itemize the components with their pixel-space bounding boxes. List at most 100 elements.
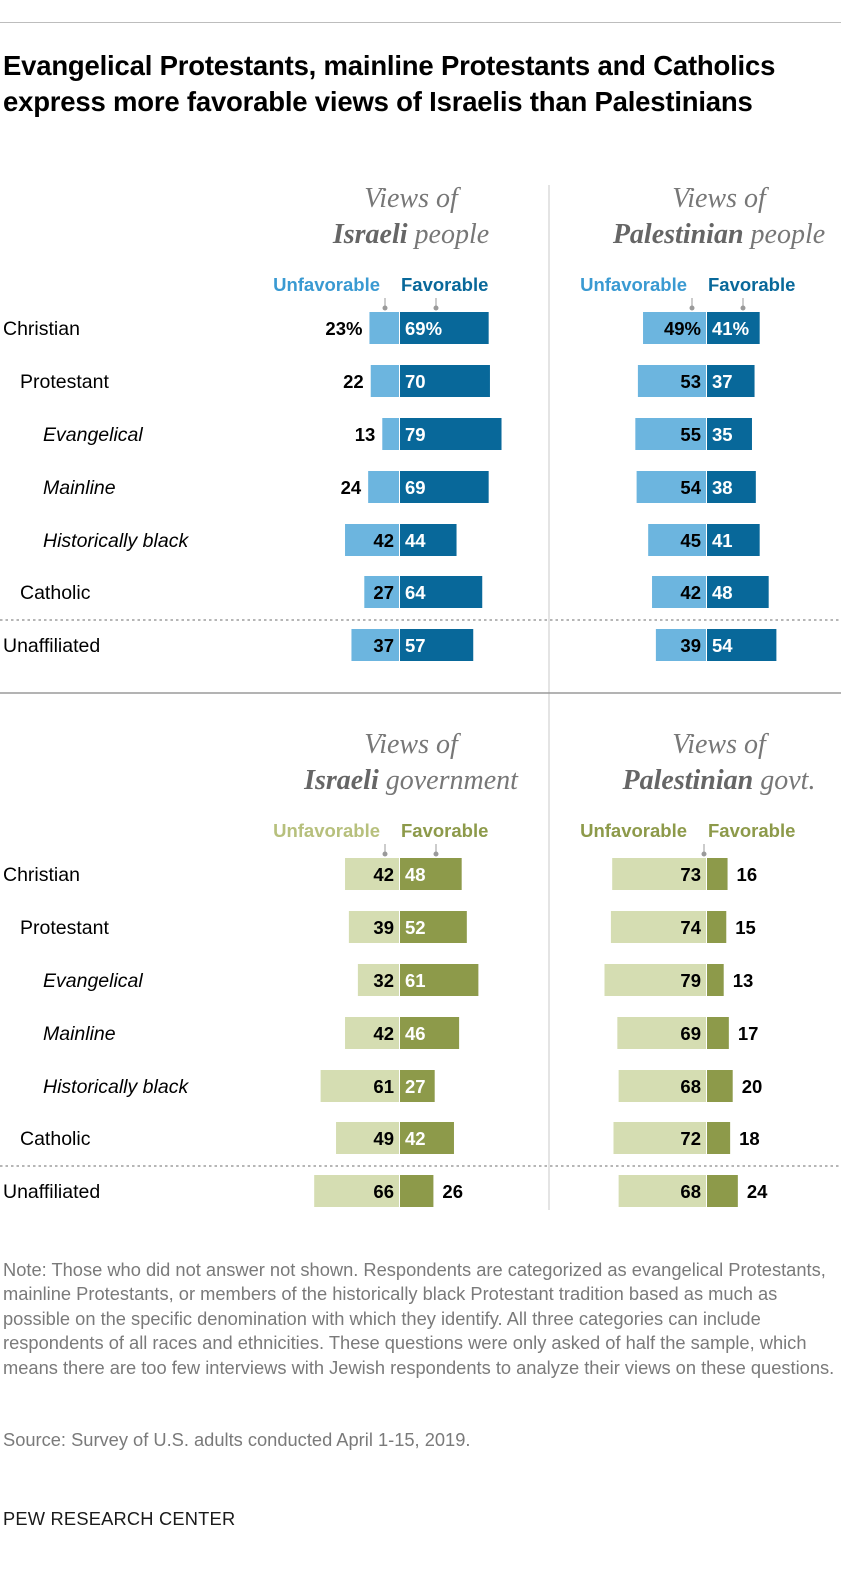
value-label-unfavorable: 32 xyxy=(373,970,394,991)
row-label: Historically black xyxy=(43,530,189,552)
value-label-unfavorable: 49 xyxy=(373,1128,394,1149)
value-label-favorable: 26 xyxy=(442,1181,463,1202)
value-label-unfavorable: 68 xyxy=(680,1181,701,1202)
bar-unfavorable xyxy=(612,858,706,890)
row-label: Unaffiliated xyxy=(3,635,100,657)
brand-label: PEW RESEARCH CENTER xyxy=(3,1508,236,1529)
panel-title-rest: people xyxy=(408,219,490,250)
panel-title-emphasis: Palestinian xyxy=(622,765,754,796)
bar-favorable xyxy=(707,1070,733,1102)
value-label-unfavorable: 53 xyxy=(680,371,701,392)
value-label-unfavorable: 42 xyxy=(373,1023,394,1044)
bar-favorable xyxy=(707,365,755,397)
legend-unfavorable: Unfavorable xyxy=(273,274,380,295)
bar-favorable xyxy=(707,629,777,661)
value-label-favorable: 48 xyxy=(405,864,426,885)
value-label-favorable: 69 xyxy=(405,477,426,498)
legend-dot-unfavorable xyxy=(382,851,388,857)
bar-unfavorable xyxy=(604,964,706,996)
bar-unfavorable xyxy=(617,1017,706,1049)
bar-favorable xyxy=(707,1175,738,1207)
bar-favorable xyxy=(400,911,467,943)
value-label-unfavorable: 22 xyxy=(343,371,364,392)
value-label-favorable: 70 xyxy=(405,371,426,392)
bar-unfavorable xyxy=(320,1070,399,1102)
row-label: Evangelical xyxy=(43,424,143,446)
legend-unfavorable: Unfavorable xyxy=(580,274,687,295)
panel-title-rest: govt. xyxy=(753,765,815,796)
legend-favorable: Favorable xyxy=(708,820,795,841)
value-label-unfavorable: 61 xyxy=(373,1076,394,1097)
value-label-unfavorable: 37 xyxy=(373,635,394,656)
note-text: Note: Those who did not answer not shown… xyxy=(3,1259,835,1378)
value-label-favorable: 15 xyxy=(735,917,756,938)
row-label: Protestant xyxy=(20,917,109,939)
row-label: Catholic xyxy=(20,582,91,604)
bar-unfavorable xyxy=(364,576,399,608)
legend-dot-favorable xyxy=(701,851,707,857)
bar-unfavorable xyxy=(370,365,399,397)
value-label-unfavorable: 39 xyxy=(373,917,394,938)
panel-title-line1: Views of xyxy=(364,183,461,214)
value-label-favorable: 24 xyxy=(747,1181,768,1202)
bar-favorable xyxy=(707,1122,731,1154)
value-label-favorable: 48 xyxy=(712,582,733,603)
value-label-unfavorable: 13 xyxy=(355,424,376,445)
bar-unfavorable xyxy=(610,911,706,943)
legend-dot-unfavorable xyxy=(689,305,695,311)
value-label-favorable: 38 xyxy=(712,477,733,498)
value-label-unfavorable: 68 xyxy=(680,1076,701,1097)
bar-favorable xyxy=(400,524,457,556)
bar-unfavorable xyxy=(655,629,706,661)
value-label-unfavorable: 42 xyxy=(373,530,394,551)
bar-unfavorable xyxy=(382,418,399,450)
row-label: Catholic xyxy=(20,1128,91,1150)
bar-unfavorable xyxy=(618,1175,706,1207)
bar-unfavorable xyxy=(314,1175,399,1207)
value-label-favorable: 64 xyxy=(405,582,426,603)
value-label-favorable: 52 xyxy=(405,917,426,938)
legend-dot-unfavorable xyxy=(382,305,388,311)
bar-favorable xyxy=(707,471,756,503)
bar-unfavorable xyxy=(643,312,706,344)
panel-title-line1: Views of xyxy=(364,729,461,760)
legend-dot-favorable xyxy=(433,305,439,311)
bar-unfavorable xyxy=(613,1122,706,1154)
value-label-unfavorable: 45 xyxy=(680,530,701,551)
bar-unfavorable xyxy=(336,1122,399,1154)
value-label-favorable: 79 xyxy=(405,424,426,445)
panel-title-line2: Palestinian govt. xyxy=(622,765,816,796)
legend-favorable: Favorable xyxy=(401,820,488,841)
value-label-unfavorable: 42 xyxy=(680,582,701,603)
legend-favorable: Favorable xyxy=(708,274,795,295)
value-label-unfavorable: 39 xyxy=(680,635,701,656)
panel-title-rest: government xyxy=(379,765,519,796)
value-label-favorable: 16 xyxy=(737,864,758,885)
value-label-unfavorable: 54 xyxy=(680,477,701,498)
row-label: Unaffiliated xyxy=(3,1181,100,1203)
panel-title-emphasis: Israeli xyxy=(332,219,408,250)
bar-unfavorable xyxy=(648,524,706,556)
value-label-unfavorable: 79 xyxy=(680,970,701,991)
bar-favorable xyxy=(400,576,483,608)
legend-dot-favorable xyxy=(433,851,439,857)
bar-favorable xyxy=(707,576,769,608)
value-label-unfavorable: 69 xyxy=(680,1023,701,1044)
panel-title-line1: Views of xyxy=(672,729,769,760)
bar-favorable xyxy=(400,1017,460,1049)
bar-unfavorable xyxy=(345,524,399,556)
panel-title-rest: people xyxy=(744,219,826,250)
value-label-favorable: 18 xyxy=(739,1128,760,1149)
bar-favorable xyxy=(400,1070,435,1102)
panel-title-emphasis: Israeli xyxy=(303,765,379,796)
legend-favorable: Favorable xyxy=(401,274,488,295)
top-rule xyxy=(0,22,841,23)
value-label-unfavorable: 24 xyxy=(341,477,362,498)
row-label: Mainline xyxy=(43,1023,116,1045)
bar-favorable xyxy=(400,471,489,503)
value-label-favorable: 69% xyxy=(405,318,442,339)
bar-unfavorable xyxy=(636,471,706,503)
source-text: Source: Survey of U.S. adults conducted … xyxy=(3,1429,471,1450)
bar-unfavorable xyxy=(357,964,399,996)
value-label-favorable: 41 xyxy=(712,530,733,551)
